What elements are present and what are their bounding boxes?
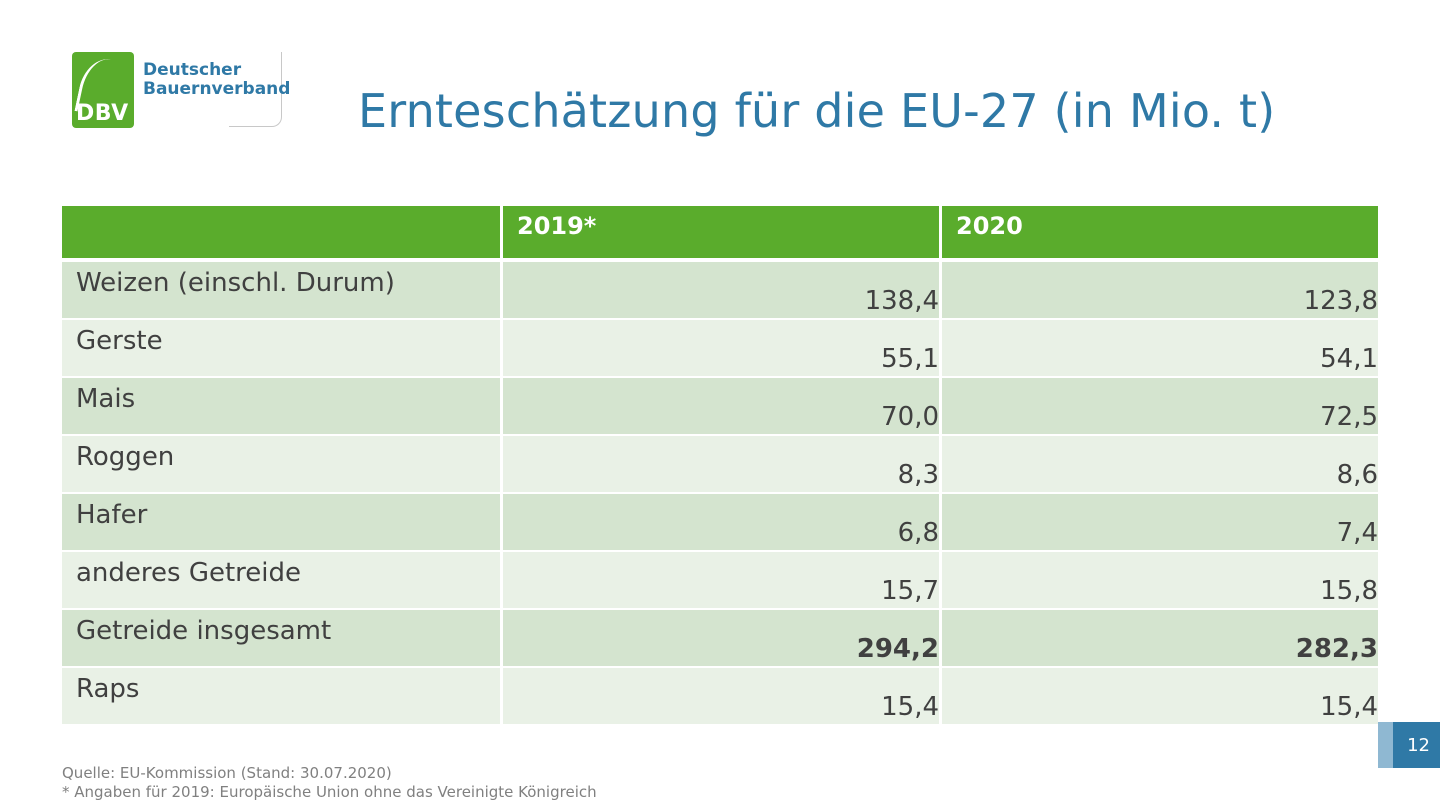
value-2020: 15,4 <box>939 668 1378 726</box>
table-row: Gerste 55,1 54,1 <box>62 320 1378 378</box>
row-label: Getreide insgesamt <box>62 610 500 668</box>
logo-abbreviation: DBV <box>76 101 129 126</box>
source-note: Quelle: EU-Kommission (Stand: 30.07.2020… <box>62 764 392 782</box>
value-2019: 8,3 <box>500 436 939 494</box>
harvest-table: 2019* 2020 Weizen (einschl. Durum) 138,4… <box>62 206 1378 726</box>
row-label: Roggen <box>62 436 500 494</box>
value-2020: 8,6 <box>939 436 1378 494</box>
value-2020: 54,1 <box>939 320 1378 378</box>
row-label: Raps <box>62 668 500 726</box>
logo-name-line1: Deutscher <box>143 60 242 80</box>
table-row: anderes Getreide 15,7 15,8 <box>62 552 1378 610</box>
table-row: Roggen 8,3 8,6 <box>62 436 1378 494</box>
table-header-row: 2019* 2020 <box>62 206 1378 262</box>
row-label: Hafer <box>62 494 500 552</box>
row-label: Weizen (einschl. Durum) <box>62 262 500 320</box>
value-2019: 138,4 <box>500 262 939 320</box>
value-2020: 7,4 <box>939 494 1378 552</box>
value-2019: 6,8 <box>500 494 939 552</box>
table-row: Mais 70,0 72,5 <box>62 378 1378 436</box>
logo-name-line2: Bauernverband <box>143 79 291 99</box>
value-2020: 72,5 <box>939 378 1378 436</box>
row-label: anderes Getreide <box>62 552 500 610</box>
value-2019: 15,7 <box>500 552 939 610</box>
dbv-logo-mark: DBV <box>72 52 134 128</box>
page-number: 12 <box>1407 735 1430 756</box>
slide-title: Ernteschätzung für die EU-27 (in Mio. t) <box>358 84 1276 138</box>
value-2019: 70,0 <box>500 378 939 436</box>
logo-name: Deutscher Bauernverband <box>143 61 290 99</box>
value-2020: 123,8 <box>939 262 1378 320</box>
value-2020: 282,3 <box>939 610 1378 668</box>
header-2020: 2020 <box>939 206 1378 262</box>
value-2019: 15,4 <box>500 668 939 726</box>
table-row: Weizen (einschl. Durum) 138,4 123,8 <box>62 262 1378 320</box>
row-label: Gerste <box>62 320 500 378</box>
row-label: Mais <box>62 378 500 436</box>
page-number-box: 12 <box>1378 722 1440 768</box>
page-box-accent <box>1378 722 1393 768</box>
value-2019: 294,2 <box>500 610 939 668</box>
header-label <box>62 206 500 262</box>
value-2019: 55,1 <box>500 320 939 378</box>
value-2020: 15,8 <box>939 552 1378 610</box>
header-2019: 2019* <box>500 206 939 262</box>
logo-frame <box>229 52 282 127</box>
table-row-total: Getreide insgesamt 294,2 282,3 <box>62 610 1378 668</box>
asterisk-note: * Angaben für 2019: Europäische Union oh… <box>62 783 597 801</box>
table-row: Hafer 6,8 7,4 <box>62 494 1378 552</box>
footnote: Quelle: EU-Kommission (Stand: 30.07.2020… <box>62 764 597 802</box>
table-row: Raps 15,4 15,4 <box>62 668 1378 726</box>
dbv-logo: DBV Deutscher Bauernverband <box>72 52 290 128</box>
